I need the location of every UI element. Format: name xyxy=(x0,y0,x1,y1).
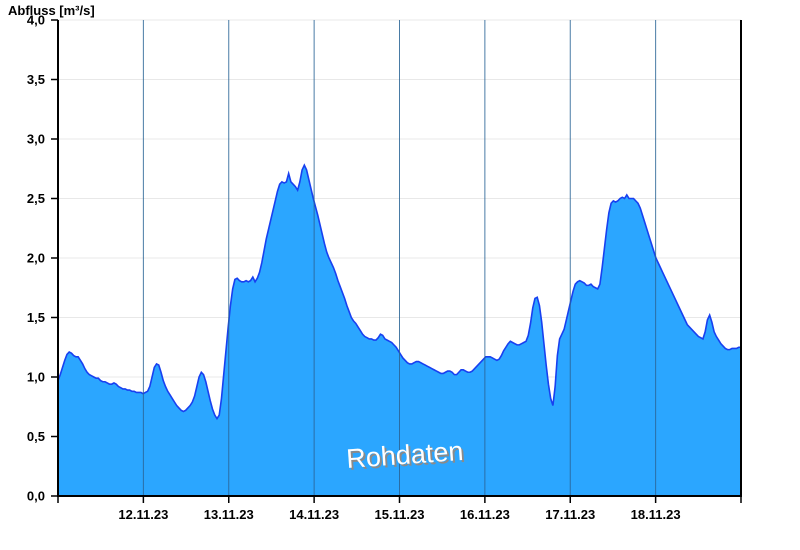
y-axis-tick-label: 3,5 xyxy=(27,72,45,87)
y-axis-tick-label: 1,5 xyxy=(27,310,45,325)
x-axis-tick-label: 12.11.23 xyxy=(118,507,168,522)
y-axis-tick-label: 2,5 xyxy=(27,191,45,206)
y-axis: 0,0 0,5 1,0 1,5 2,0 2,5 3,0 3,5 4,0 xyxy=(27,13,58,504)
y-axis-tick-label: 3,0 xyxy=(27,132,45,147)
x-axis-tick-label: 13.11.23 xyxy=(204,507,254,522)
x-axis-tick-label: 15.11.23 xyxy=(375,507,425,522)
y-axis-tick-label: 4,0 xyxy=(27,13,45,28)
y-axis-tick-label: 0,0 xyxy=(27,489,45,504)
x-axis: 12.11.23 13.11.23 14.11.23 15.11.23 16.11.23… xyxy=(57,496,742,522)
y-axis-tick-label: 0,5 xyxy=(27,429,45,444)
x-axis-tick-label: 18.11.23 xyxy=(631,507,681,522)
y-axis-tick-label: 1,0 xyxy=(27,370,45,385)
chart-title: Abfluss [m³/s] xyxy=(8,3,95,18)
day-separator-lines xyxy=(142,20,657,496)
x-axis-tick-label: 17.11.23 xyxy=(545,507,595,522)
x-axis-tick-label: 16.11.23 xyxy=(460,507,510,522)
y-axis-tick-label: 2,0 xyxy=(27,251,45,266)
x-axis-tick-label: 14.11.23 xyxy=(289,507,339,522)
